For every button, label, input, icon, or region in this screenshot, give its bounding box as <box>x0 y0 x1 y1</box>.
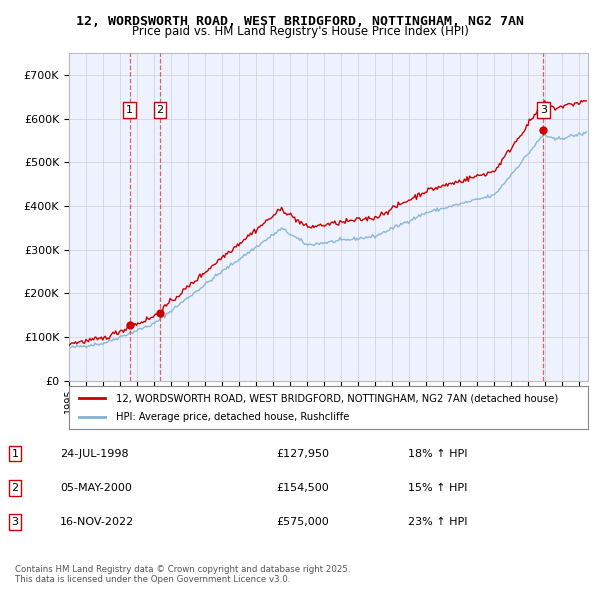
Text: 16-NOV-2022: 16-NOV-2022 <box>60 517 134 527</box>
Text: Contains HM Land Registry data © Crown copyright and database right 2025.
This d: Contains HM Land Registry data © Crown c… <box>15 565 350 584</box>
Text: HPI: Average price, detached house, Rushcliffe: HPI: Average price, detached house, Rush… <box>116 412 349 422</box>
Text: 18% ↑ HPI: 18% ↑ HPI <box>408 449 467 458</box>
Text: £575,000: £575,000 <box>276 517 329 527</box>
Text: 15% ↑ HPI: 15% ↑ HPI <box>408 483 467 493</box>
Text: Price paid vs. HM Land Registry's House Price Index (HPI): Price paid vs. HM Land Registry's House … <box>131 25 469 38</box>
Text: 2: 2 <box>11 483 19 493</box>
Text: 12, WORDSWORTH ROAD, WEST BRIDGFORD, NOTTINGHAM, NG2 7AN: 12, WORDSWORTH ROAD, WEST BRIDGFORD, NOT… <box>76 15 524 28</box>
Text: 24-JUL-1998: 24-JUL-1998 <box>60 449 128 458</box>
Text: 05-MAY-2000: 05-MAY-2000 <box>60 483 132 493</box>
Text: 3: 3 <box>540 105 547 115</box>
Text: 1: 1 <box>126 105 133 115</box>
Text: 12, WORDSWORTH ROAD, WEST BRIDGFORD, NOTTINGHAM, NG2 7AN (detached house): 12, WORDSWORTH ROAD, WEST BRIDGFORD, NOT… <box>116 394 558 404</box>
Text: £127,950: £127,950 <box>276 449 329 458</box>
Text: 23% ↑ HPI: 23% ↑ HPI <box>408 517 467 527</box>
Text: 3: 3 <box>11 517 19 527</box>
Text: £154,500: £154,500 <box>276 483 329 493</box>
Text: 1: 1 <box>11 449 19 458</box>
Text: 2: 2 <box>157 105 164 115</box>
